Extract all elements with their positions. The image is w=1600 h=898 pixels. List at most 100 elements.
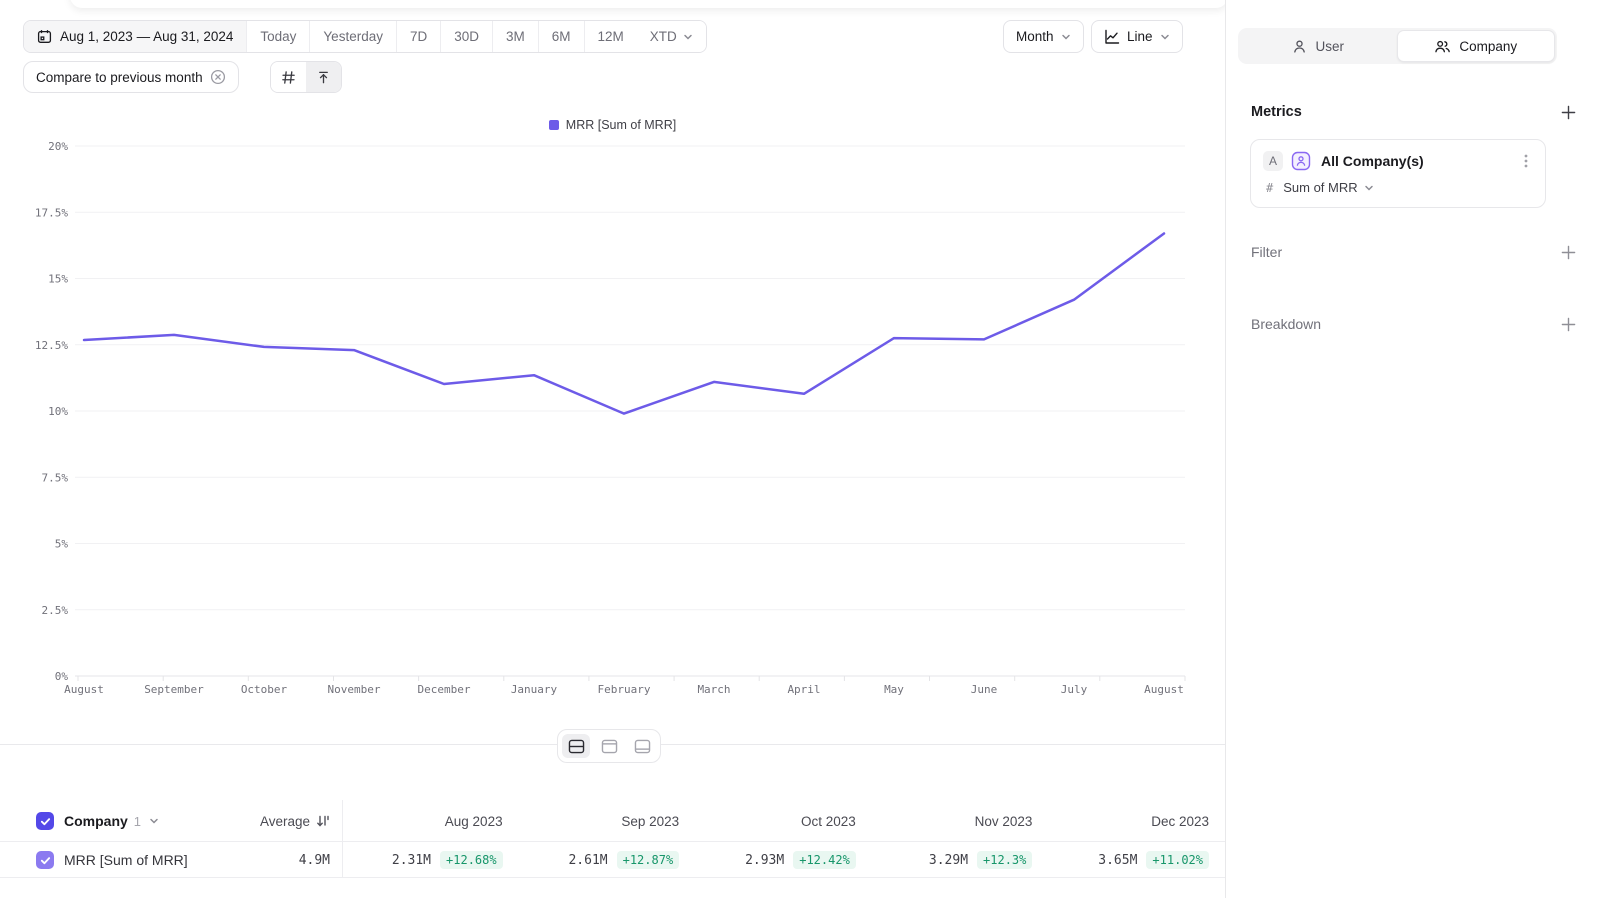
svg-text:10%: 10% — [48, 405, 68, 418]
cell-value: 3.65M — [1098, 852, 1138, 868]
metric-series-badge: A — [1263, 151, 1283, 171]
svg-text:May: May — [884, 683, 904, 696]
svg-text:June: June — [971, 683, 998, 696]
month-column-header[interactable]: Sep 2023 — [621, 813, 680, 829]
company-badge-icon — [1291, 151, 1311, 171]
row-metric-name: MRR [Sum of MRR] — [64, 852, 188, 868]
average-label: Average — [259, 813, 310, 829]
layout-split-icon — [568, 739, 584, 753]
hash-grid-icon — [281, 70, 296, 85]
row-average-cell: 4.9M — [298, 852, 330, 868]
svg-text:2.5%: 2.5% — [42, 604, 69, 617]
layout-panel-top-icon — [601, 739, 617, 753]
svg-text:December: December — [418, 683, 471, 696]
layout-toggle-group — [557, 729, 661, 763]
tab-company[interactable]: Company — [1396, 30, 1555, 62]
svg-text:October: October — [241, 683, 288, 696]
chart-type-dropdown[interactable]: Line — [1091, 20, 1183, 53]
month-column-header[interactable]: Dec 2023 — [1151, 813, 1209, 829]
layout-chart-only-button[interactable] — [595, 734, 623, 758]
svg-text:February: February — [598, 683, 651, 696]
axis-origin-toggle-button[interactable] — [306, 62, 341, 92]
close-circle-icon[interactable] — [210, 69, 226, 85]
kebab-menu-icon[interactable] — [1519, 153, 1533, 169]
check-icon — [40, 856, 50, 864]
user-icon — [1292, 39, 1307, 54]
add-breakdown-button[interactable] — [1561, 317, 1576, 332]
add-filter-button[interactable] — [1561, 245, 1576, 260]
svg-text:15%: 15% — [48, 273, 68, 286]
chevron-down-icon — [683, 32, 693, 42]
line-chart-icon — [1104, 29, 1120, 45]
chevron-down-icon — [1061, 32, 1071, 42]
svg-text:January: January — [511, 683, 558, 696]
chevron-down-icon — [1364, 183, 1374, 193]
range-yesterday-button[interactable]: Yesterday — [310, 21, 397, 52]
layout-split-button[interactable] — [562, 734, 590, 758]
scrolled-card-edge — [70, 0, 1228, 8]
range-6m-button[interactable]: 6M — [538, 21, 585, 52]
value-cell: 2.93M +12.42% — [695, 842, 872, 878]
legend-label: MRR [Sum of MRR] — [565, 118, 677, 132]
breakdown-section: Breakdown — [1251, 316, 1576, 332]
layout-table-only-button[interactable] — [628, 734, 656, 758]
tab-user-label: User — [1315, 38, 1344, 54]
users-icon — [1434, 39, 1451, 54]
add-metric-button[interactable] — [1561, 105, 1576, 120]
table-row[interactable]: MRR [Sum of MRR] 4.9M 2.31M +12.68% 2.61M +… — [0, 842, 1225, 878]
change-badge: +12.42% — [793, 851, 856, 869]
svg-text:November: November — [328, 683, 381, 696]
chart-svg: 0% 2.5% 5% 7.5% 10% 12.5% 15% 17.5% 20% August Sep… — [35, 140, 1186, 696]
calendar-icon — [37, 29, 52, 44]
filter-section: Filter — [1251, 244, 1576, 260]
month-column-header[interactable]: Nov 2023 — [974, 813, 1033, 829]
chevron-down-icon[interactable] — [149, 816, 159, 826]
tab-user[interactable]: User — [1240, 30, 1397, 62]
svg-text:August: August — [64, 683, 104, 696]
plus-icon — [1561, 105, 1576, 119]
chart-canvas[interactable]: 0% 2.5% 5% 7.5% 10% 12.5% 15% 17.5% 20% August Sep… — [0, 110, 1225, 710]
range-3m-button[interactable]: 3M — [493, 21, 539, 52]
range-xtd-button[interactable]: XTD — [636, 21, 706, 52]
table-header-row: Company 1 Average Aug 2023 Sep 2023 Oct 20… — [0, 800, 1225, 842]
value-cell: 2.31M +12.68% — [342, 842, 519, 878]
entity-label[interactable]: Company — [64, 813, 128, 829]
grid-toggle-button[interactable] — [271, 62, 306, 92]
chart-type-label: Line — [1127, 29, 1153, 44]
month-column-header[interactable]: Aug 2023 — [342, 800, 519, 842]
arrow-to-top-icon — [316, 70, 331, 85]
date-range-button[interactable]: Aug 1, 2023 — Aug 31, 2024 — [24, 21, 248, 52]
aggregation-dropdown[interactable]: Sum of MRR — [1283, 180, 1373, 195]
chart-legend[interactable]: MRR [Sum of MRR] — [0, 118, 1225, 132]
date-range-label: Aug 1, 2023 — Aug 31, 2024 — [60, 29, 234, 44]
metric-card[interactable]: A All Company(s) # Sum of MRR — [1250, 139, 1546, 208]
granularity-label: Month — [1016, 29, 1054, 44]
granularity-dropdown[interactable]: Month — [1003, 20, 1084, 53]
average-header-cell[interactable]: Average — [230, 814, 342, 829]
svg-text:August: August — [1144, 683, 1184, 696]
plus-icon — [1561, 245, 1576, 259]
breakdown-label: Breakdown — [1251, 316, 1322, 332]
xtd-label: XTD — [649, 29, 677, 44]
svg-text:5%: 5% — [55, 538, 69, 551]
plus-icon — [1561, 317, 1576, 331]
value-cell: 2.61M +12.87% — [519, 842, 696, 878]
metrics-header: Metrics — [1251, 104, 1576, 120]
cell-value: 2.61M — [568, 852, 608, 868]
range-today-button[interactable]: Today — [247, 21, 311, 52]
svg-text:March: March — [697, 683, 730, 696]
month-column-header[interactable]: Oct 2023 — [801, 813, 856, 829]
range-7d-button[interactable]: 7D — [396, 21, 442, 52]
svg-text:April: April — [787, 683, 820, 696]
metrics-title: Metrics — [1251, 104, 1302, 120]
select-all-checkbox[interactable] — [36, 812, 54, 830]
compare-label: Compare to previous month — [36, 69, 203, 85]
svg-text:September: September — [144, 683, 204, 696]
row-checkbox[interactable] — [36, 851, 54, 869]
breakdown-table: Company 1 Average Aug 2023 Sep 2023 Oct 20… — [0, 800, 1225, 878]
range-30d-button[interactable]: 30D — [441, 21, 493, 52]
range-12m-button[interactable]: 12M — [584, 21, 637, 52]
compare-pill[interactable]: Compare to previous month — [23, 61, 239, 93]
tab-company-label: Company — [1459, 38, 1518, 54]
